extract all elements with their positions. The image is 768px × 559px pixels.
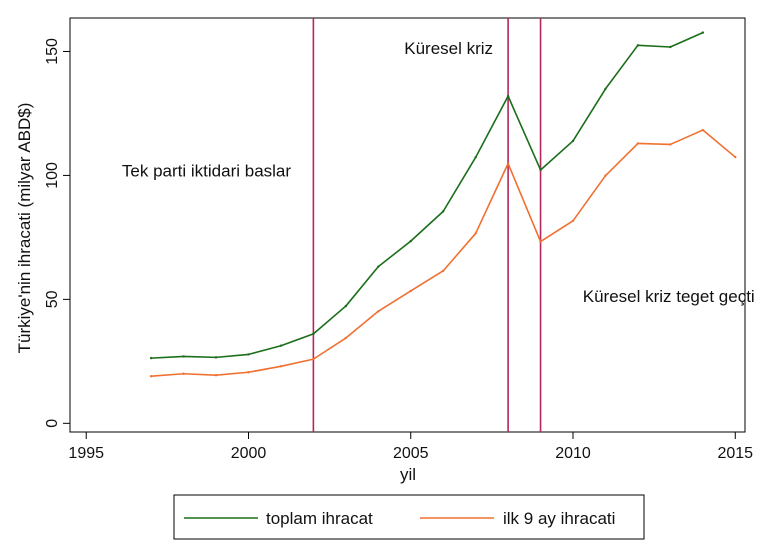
point-toplam-ihracat-2002 xyxy=(312,332,315,336)
series-line-toplam-ihracat xyxy=(151,31,704,359)
plot-frame xyxy=(69,17,746,433)
point-toplam-ihracat-2014 xyxy=(701,31,705,34)
point-ilk-9-ay-ihracati-2014 xyxy=(701,128,705,132)
point-toplam-ihracat-2001 xyxy=(279,344,283,347)
annotations: Tek parti iktidari baslar Küresel kriz Kür… xyxy=(122,39,755,306)
point-ilk-9-ay-ihracati-2004 xyxy=(377,310,380,313)
point-ilk-9-ay-ihracati-1999 xyxy=(214,374,218,377)
point-ilk-9-ay-ihracati-2008 xyxy=(506,162,510,165)
point-ilk-9-ay-ihracati-2012 xyxy=(636,142,640,145)
point-toplam-ihracat-1999 xyxy=(214,356,218,359)
x-axis: 1995 2000 2005 2010 2015 xyxy=(68,432,753,462)
x-tick-label-2000: 2000 xyxy=(231,445,267,462)
y-axis: 0 50 100 150 xyxy=(44,38,70,428)
point-toplam-ihracat-2007 xyxy=(474,156,477,159)
annotation-k-resel-kriz: Küresel kriz xyxy=(404,39,493,58)
point-toplam-ihracat-1997 xyxy=(149,356,153,360)
point-toplam-ihracat-2004 xyxy=(377,265,380,268)
point-ilk-9-ay-ihracati-2011 xyxy=(604,174,607,177)
legend-label-toplam-ihracat: toplam ihracat xyxy=(266,509,373,528)
point-toplam-ihracat-2000 xyxy=(247,353,250,356)
x-axis-label: yil xyxy=(400,465,416,484)
point-ilk-9-ay-ihracati-2009 xyxy=(539,240,542,243)
point-ilk-9-ay-ihracati-2003 xyxy=(344,336,348,340)
point-toplam-ihracat-2006 xyxy=(441,210,445,213)
y-tick-label-0: 0 xyxy=(44,419,61,428)
point-ilk-9-ay-ihracati-1998 xyxy=(182,372,185,375)
point-ilk-9-ay-ihracati-2015 xyxy=(734,155,737,159)
legend: toplam ihracat ilk 9 ay ihracati xyxy=(173,494,645,540)
x-tick-label-2010: 2010 xyxy=(555,445,591,462)
point-toplam-ihracat-2008 xyxy=(506,94,510,98)
x-tick-label-1995: 1995 xyxy=(68,445,104,462)
point-toplam-ihracat-2010 xyxy=(571,139,575,143)
y-tick-label-150: 150 xyxy=(44,38,61,65)
point-ilk-9-ay-ihracati-2013 xyxy=(669,143,672,146)
point-toplam-ihracat-2009 xyxy=(539,168,542,172)
x-tick-label-2005: 2005 xyxy=(393,445,429,462)
point-ilk-9-ay-ihracati-2010 xyxy=(571,219,575,222)
annotation-k-resel-kriz-teget-ge-ti: Küresel kriz teget geçti xyxy=(583,287,755,306)
point-ilk-9-ay-ihracati-2002 xyxy=(312,357,315,361)
annotation-tek-parti-iktidari-baslar: Tek parti iktidari baslar xyxy=(122,162,291,181)
point-ilk-9-ay-ihracati-2000 xyxy=(247,371,250,374)
point-toplam-ihracat-2003 xyxy=(344,304,348,308)
point-toplam-ihracat-1998 xyxy=(182,355,185,358)
series-lines xyxy=(149,31,737,378)
y-tick-label-50: 50 xyxy=(44,290,61,308)
point-toplam-ihracat-2013 xyxy=(669,45,672,49)
legend-label-ilk-9-ay-ihracati: ilk 9 ay ihracati xyxy=(503,509,615,528)
point-ilk-9-ay-ihracati-2007 xyxy=(474,232,477,235)
point-ilk-9-ay-ihracati-2005 xyxy=(409,289,412,293)
point-toplam-ihracat-2011 xyxy=(604,87,607,91)
x-tick-label-2015: 2015 xyxy=(717,445,753,462)
y-tick-label-100: 100 xyxy=(44,162,61,189)
y-axis-label: Türkiye'nin ihracati (milyar ABD$) xyxy=(15,103,34,354)
point-ilk-9-ay-ihracati-2001 xyxy=(279,365,283,368)
vertical-lines xyxy=(312,18,542,432)
point-ilk-9-ay-ihracati-1997 xyxy=(149,375,153,378)
point-toplam-ihracat-2012 xyxy=(636,44,640,47)
point-ilk-9-ay-ihracati-2006 xyxy=(441,269,445,273)
legend-box xyxy=(173,494,645,540)
point-toplam-ihracat-2005 xyxy=(409,239,412,243)
